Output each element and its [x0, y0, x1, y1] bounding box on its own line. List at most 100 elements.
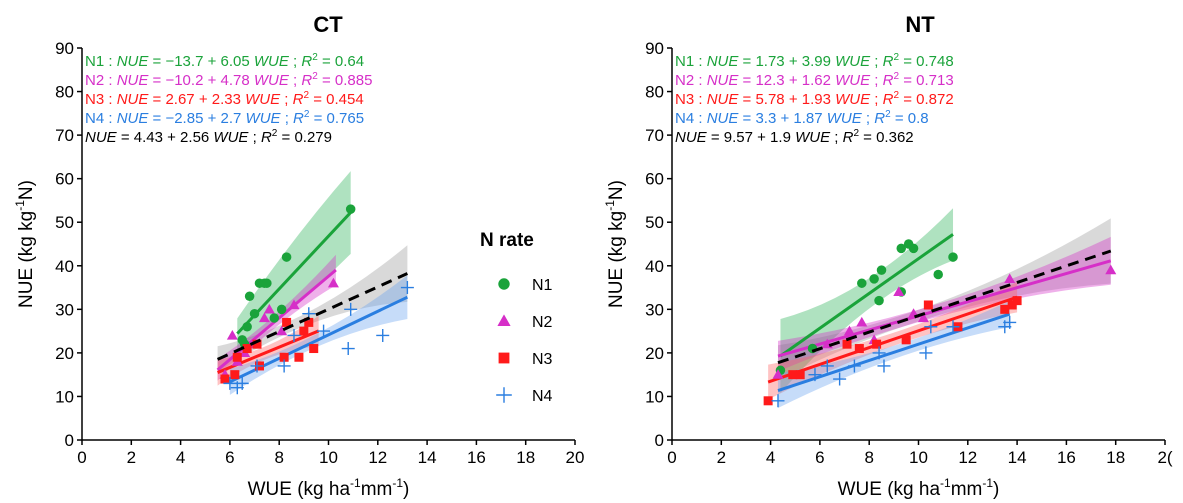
equation-var: WUE [246, 110, 282, 127]
point-n4 [287, 328, 301, 342]
x-axis-label-part: WUE (kg ha [838, 479, 941, 500]
equation-sep: ; [281, 110, 294, 127]
point-n4 [924, 320, 938, 334]
x-tick-label: 2( [1157, 448, 1172, 467]
x-tick-label: 20 [566, 448, 585, 467]
equation-r2-sup: 2 [304, 109, 310, 120]
point-n4 [820, 359, 834, 373]
point-n4 [919, 346, 933, 360]
equation-body: = 3.3 + 1.87 [738, 110, 826, 127]
point-n3 [230, 370, 240, 380]
y-tick-label: 30 [645, 300, 664, 319]
equation-sep: ; [870, 53, 883, 70]
point-n3 [294, 352, 304, 362]
y-tick-label: 0 [655, 431, 664, 450]
point-n2 [843, 325, 855, 336]
equation-var: WUE [835, 53, 871, 70]
equation-r2-label: R [293, 91, 304, 108]
y-tick-label: 40 [645, 257, 664, 276]
equation-line: N1 : NUE = 1.73 + 3.99 WUE ; R2 = 0.748 [675, 52, 954, 70]
pooled-fit-line [777, 249, 1112, 365]
equation-lhs: NUE [707, 53, 740, 70]
equation-line: N3 : NUE = 2.67 + 2.33 WUE ; R2 = 0.454 [85, 90, 364, 108]
equation-r2-sup: 2 [893, 71, 899, 82]
y-axis-label-sup: -1 [603, 200, 617, 211]
panel-nt: NT 0 10 20 30 40 50 60 70 80 90 0 2 4 6 8 10 12 14 16 18 2(WU… [603, 12, 1173, 500]
legend-marker-n1 [498, 278, 510, 290]
axes: 0 10 20 30 40 50 60 70 80 90 0 2 4 6 8 10 12 14 16 18 20 [55, 39, 584, 467]
point-n3 [788, 370, 798, 380]
equation-var: WUE [213, 129, 249, 146]
panel-ct: CT 0 10 20 30 40 50 60 70 80 90 0 2 4 6 8 10 12 14 16 18 20 WU… [13, 12, 584, 500]
x-axis-label-part: ) [993, 479, 999, 500]
regression-equations: N1 : NUE = −13.7 + 6.05 WUE ; R2 = 0.64N… [85, 52, 372, 146]
x-axis-label-part: WUE (kg ha [248, 479, 351, 500]
equation-prefix: N4 : [675, 110, 707, 127]
axes: 0 10 20 30 40 50 60 70 80 90 0 2 4 6 8 10 12 14 16 18 2( [645, 39, 1173, 467]
point-n3 [232, 352, 242, 362]
equation-r2-sup: 2 [885, 109, 891, 120]
point-n4 [946, 320, 960, 334]
y-tick-label: 0 [65, 431, 74, 450]
point-n1 [948, 252, 958, 262]
equation-r2-value: = 0.765 [309, 110, 364, 127]
point-n4 [376, 328, 390, 342]
point-n3 [299, 326, 309, 336]
point-n4 [235, 376, 249, 390]
point-n4 [771, 394, 785, 408]
y-tick-label: 60 [645, 170, 664, 189]
y-tick-label: 20 [55, 344, 74, 363]
point-n3 [309, 344, 319, 354]
equation-lhs: NUE [707, 110, 740, 127]
equation-r2-sup: 2 [893, 90, 899, 101]
legend-marker-n2 [497, 314, 511, 326]
equation-line: N4 : NUE = −2.85 + 2.7 WUE ; R2 = 0.765 [85, 109, 364, 127]
point-n4 [344, 302, 358, 316]
equation-var: WUE [827, 110, 863, 127]
equation-sep: ; [289, 72, 302, 89]
equation-r2-label: R [883, 72, 894, 89]
point-n1 [896, 243, 906, 254]
equation-body: = 9.57 + 1.9 [707, 129, 795, 146]
x-axis-label-part: ) [403, 479, 409, 500]
point-n1 [249, 308, 260, 319]
equation-sep: ; [280, 91, 293, 108]
equation-var: WUE [795, 129, 831, 146]
y-tick-label: 60 [55, 170, 74, 189]
legend-marker-n4 [496, 387, 512, 403]
equation-r2-value: = 0.885 [318, 72, 373, 89]
point-n2 [1105, 264, 1117, 275]
y-tick-label: 40 [55, 257, 74, 276]
x-tick-label: 10 [909, 448, 928, 467]
equation-r2-value: = 0.713 [899, 72, 954, 89]
y-axis-label-part: N) [16, 180, 37, 200]
equation-sep: ; [289, 53, 302, 70]
fit-line-n1 [779, 233, 954, 358]
equation-line: N1 : NUE = −13.7 + 6.05 WUE ; R2 = 0.64 [85, 52, 364, 70]
pooled-band [777, 218, 1111, 381]
point-n1 [869, 274, 879, 284]
equation-prefix: N3 : [675, 91, 707, 108]
equation-lhs: NUE [117, 72, 150, 89]
point-n1 [857, 278, 867, 288]
x-axis-label-sup: -1 [940, 476, 951, 490]
equation-r2-value: = 0.454 [309, 91, 364, 108]
x-tick-label: 8 [274, 448, 283, 467]
y-tick-label: 80 [55, 83, 74, 102]
point-n2 [226, 329, 238, 340]
point-n3 [1012, 296, 1022, 306]
y-tick-label: 70 [645, 126, 664, 145]
point-n1 [242, 322, 252, 332]
legend-label-n2: N2 [532, 314, 553, 331]
point-n3 [252, 339, 262, 349]
x-axis-label-sup: -1 [350, 476, 361, 490]
equation-line: NUE = 4.43 + 2.56 WUE ; R2 = 0.279 [85, 128, 332, 146]
point-n1 [281, 252, 292, 262]
band-n4 [229, 275, 408, 395]
point-n3 [1000, 304, 1010, 314]
y-tick-label: 70 [55, 126, 74, 145]
equation-sep: ; [870, 72, 883, 89]
equation-r2-label: R [883, 91, 894, 108]
y-tick-label: 80 [645, 83, 664, 102]
equation-prefix: N1 : [85, 53, 117, 70]
